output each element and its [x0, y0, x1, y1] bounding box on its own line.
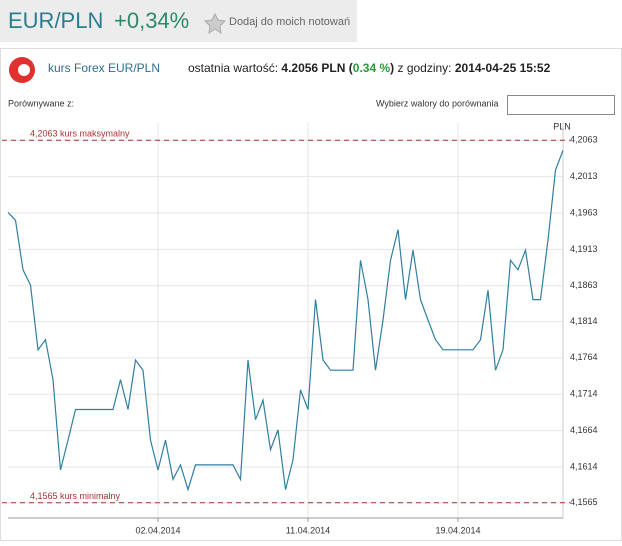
select-label: Wybierz walory do porównania [376, 98, 498, 108]
compare-label: Porównywane z: [8, 98, 74, 108]
source: kurs Forex EUR/PLN [48, 61, 160, 75]
time-label: z godziny: [397, 61, 451, 75]
y-tick-label: 4,1764 [570, 352, 598, 362]
x-tick-label: 02.04.2014 [135, 525, 180, 535]
last-value: 4.2056 PLN [281, 61, 345, 75]
y-tick-label: 4,1714 [570, 389, 598, 399]
y-tick-label: 4,2013 [570, 171, 598, 181]
compare-input[interactable] [507, 95, 615, 115]
x-tick-label: 11.04.2014 [286, 525, 330, 535]
info-line: ostatnia wartość: 4.2056 PLN (0.34 %) z … [188, 61, 551, 75]
reference-label: 4,2063 kurs maksymalny [30, 129, 130, 139]
y-tick-label: 4,1863 [570, 280, 598, 290]
y-tick-label: 4,2063 [570, 135, 598, 145]
y-tick-label: 4,1565 [570, 497, 598, 507]
y-tick-label: 4,1664 [570, 425, 598, 435]
last-label: ostatnia wartość: [188, 61, 278, 75]
change: +0,34% [114, 8, 189, 33]
y-axis-label: PLN [553, 121, 571, 131]
reference-label: 4,1565 kurs minimalny [30, 491, 121, 501]
symbol: EUR/PLN [8, 8, 103, 33]
pct: 0.34 % [353, 61, 391, 75]
time: 2014-04-25 15:52 [455, 61, 551, 75]
paren: ( [349, 61, 353, 75]
y-tick-label: 4,1913 [570, 244, 598, 254]
x-tick-label: 19.04.2014 [435, 525, 480, 535]
star-icon[interactable] [203, 12, 227, 35]
logo-inner [18, 64, 30, 76]
y-tick-label: 4,1963 [570, 207, 598, 217]
header-bar [0, 0, 357, 42]
add-button[interactable]: Dodaj do moich notowań [229, 16, 350, 28]
price-line [7, 150, 564, 492]
y-tick-label: 4,1614 [570, 461, 598, 471]
paren: ) [390, 61, 394, 75]
y-tick-label: 4,1814 [570, 316, 598, 326]
